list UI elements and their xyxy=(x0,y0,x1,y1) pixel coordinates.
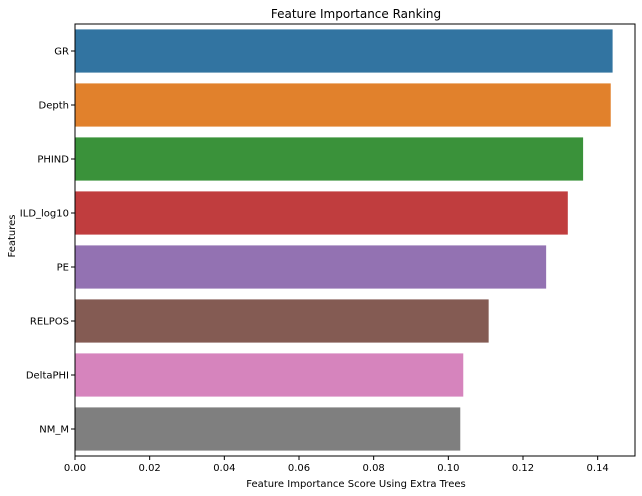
bars-group xyxy=(75,29,613,451)
y-tick-label: PHIND xyxy=(37,155,69,166)
y-tick-label: ILD_log10 xyxy=(20,209,69,220)
y-tick-label: Depth xyxy=(39,101,69,112)
y-tick-label: PE xyxy=(57,263,69,274)
x-tick-label: 0.08 xyxy=(363,463,385,474)
x-tick-label: 0.00 xyxy=(64,463,86,474)
bar-gr xyxy=(75,29,613,73)
y-tick-label: RELPOS xyxy=(30,317,69,328)
bar-relpos xyxy=(75,299,489,343)
x-tick-label: 0.04 xyxy=(213,463,235,474)
x-axis-ticks: 0.00 0.02 0.04 0.06 0.08 0.10 0.12 0.14 xyxy=(64,456,609,474)
x-tick-label: 0.14 xyxy=(587,463,609,474)
y-axis-ticks: GR Depth PHIND ILD_log10 PE RELPOS DeltaPHI NM_… xyxy=(20,47,75,436)
x-axis-label: Feature Importance Score Using Extra Tre… xyxy=(246,479,465,490)
bar-pe xyxy=(75,245,547,289)
bar-depth xyxy=(75,83,611,127)
x-tick-label: 0.12 xyxy=(512,463,534,474)
x-tick-label: 0.10 xyxy=(437,463,459,474)
chart-title: Feature Importance Ranking xyxy=(271,7,441,21)
x-tick-label: 0.02 xyxy=(139,463,161,474)
axes-frame xyxy=(74,23,636,457)
y-tick-label: DeltaPHI xyxy=(26,371,69,382)
y-axis-label: Features xyxy=(7,215,18,258)
y-tick-label: NM_M xyxy=(39,425,69,436)
bar-ild-log10 xyxy=(75,191,568,235)
bar-nm-m xyxy=(75,407,461,451)
bar-deltaphi xyxy=(75,353,464,397)
bar-phind xyxy=(75,137,584,181)
x-tick-label: 0.06 xyxy=(288,463,310,474)
y-tick-label: GR xyxy=(54,47,69,58)
